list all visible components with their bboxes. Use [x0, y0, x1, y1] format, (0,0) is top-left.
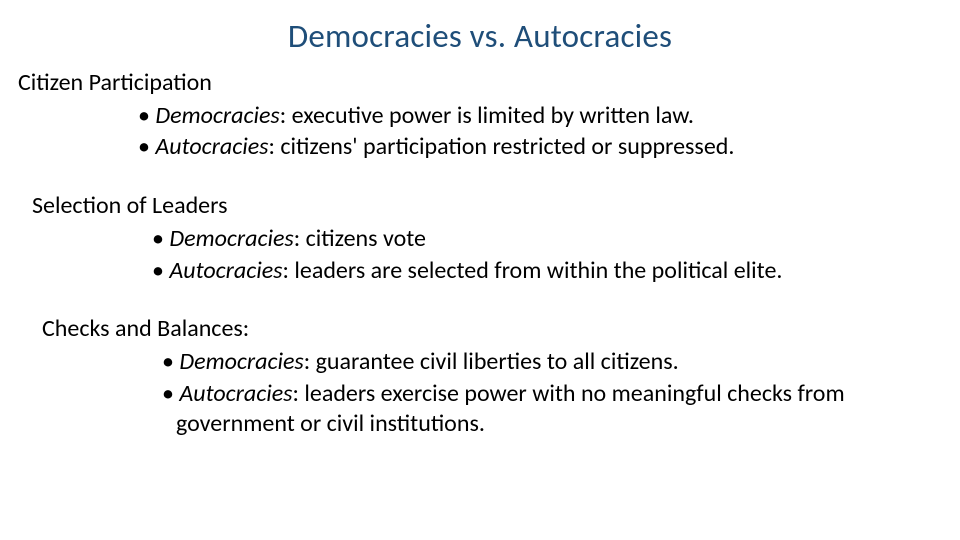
bullet-list: • Democracies: executive power is limite…	[18, 101, 942, 163]
bullet-term: Democracies	[155, 101, 279, 130]
bullet-text: : citizens vote	[294, 224, 426, 253]
slide-title: Democracies vs. Autocracies	[0, 0, 960, 64]
bullet-icon: •	[162, 347, 179, 376]
bullet-icon: •	[138, 101, 155, 130]
bullet-term: Autocracies	[179, 379, 292, 408]
bullet-icon: •	[152, 256, 169, 285]
section-heading: Selection of Leaders	[32, 191, 942, 222]
bullet-term: Democracies	[179, 347, 303, 376]
bullet-text: : leaders are selected from within the p…	[283, 256, 783, 285]
section-selection-of-leaders: Selection of Leaders • Democracies: citi…	[18, 191, 942, 286]
bullet-icon: •	[152, 224, 169, 253]
bullet-term: Autocracies	[155, 132, 268, 161]
slide-body: Citizen Participation • Democracies: exe…	[0, 64, 960, 440]
bullet-icon: •	[162, 379, 179, 408]
slide: Democracies vs. Autocracies Citizen Part…	[0, 0, 960, 540]
bullet-term: Democracies	[169, 224, 293, 253]
list-item: • Democracies: guarantee civil liberties…	[162, 347, 942, 378]
section-heading: Citizen Participation	[18, 68, 942, 99]
list-item: • Autocracies: leaders exercise power wi…	[162, 379, 942, 440]
section-heading: Checks and Balances:	[42, 314, 942, 345]
section-citizen-participation: Citizen Participation • Democracies: exe…	[18, 68, 942, 163]
list-item: • Autocracies: citizens' participation r…	[138, 132, 942, 163]
bullet-list: • Democracies: guarantee civil liberties…	[42, 347, 942, 440]
bullet-text: : executive power is limited by written …	[280, 101, 694, 130]
list-item: • Democracies: executive power is limite…	[138, 101, 942, 132]
bullet-list: • Democracies: citizens vote • Autocraci…	[32, 224, 942, 286]
bullet-term: Autocracies	[169, 256, 282, 285]
bullet-icon: •	[138, 132, 155, 161]
bullet-text: : guarantee civil liberties to all citiz…	[304, 347, 679, 376]
bullet-text: : citizens' participation restricted or …	[269, 132, 735, 161]
list-item: • Autocracies: leaders are selected from…	[152, 256, 942, 287]
section-checks-and-balances: Checks and Balances: • Democracies: guar…	[18, 314, 942, 440]
list-item: • Democracies: citizens vote	[152, 224, 942, 255]
